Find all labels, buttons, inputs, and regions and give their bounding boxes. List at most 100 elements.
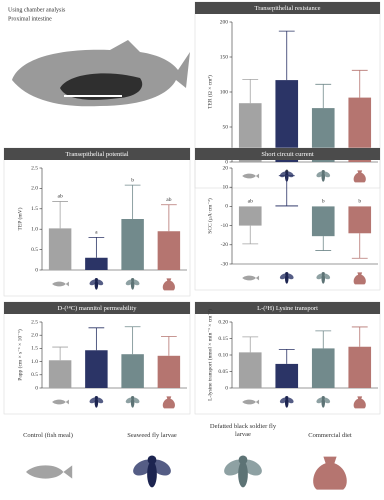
fly-body: [284, 398, 289, 408]
fish-body: [12, 40, 190, 107]
fly-head: [94, 278, 98, 282]
diet-icon: [242, 173, 260, 179]
bar: [121, 219, 144, 270]
diet-icon: [162, 396, 175, 409]
significance-letter: ab: [248, 199, 253, 205]
significance-letter: a: [95, 230, 98, 236]
y-tick-label: 0: [35, 385, 38, 391]
error-bar: [278, 175, 295, 206]
diet-icon: [89, 278, 104, 290]
y-tick-label: -20: [221, 242, 229, 248]
panel-title-bar: [195, 148, 380, 160]
y-tick-label: 10: [223, 184, 229, 190]
legend-label: Control (fish meal): [23, 432, 73, 439]
bar: [48, 228, 72, 270]
bar: [311, 348, 335, 388]
fly-head: [321, 396, 325, 400]
bar: [121, 354, 144, 388]
fish-gut: [60, 73, 143, 100]
error-bar: [242, 336, 259, 353]
bar: [157, 231, 181, 270]
fly-body: [147, 461, 157, 488]
bar: [85, 350, 108, 388]
error-bar: [315, 330, 332, 349]
diet-icon: [316, 170, 331, 182]
fly-head: [94, 396, 98, 400]
fly-body: [321, 274, 326, 284]
y-axis-label: TEP (mV): [16, 207, 23, 230]
diet-icon: [162, 278, 175, 291]
panel-title-bar: [195, 2, 380, 14]
y-tick-label: 1.0: [31, 226, 38, 232]
error-bar: [351, 326, 368, 347]
panel-title-bar: [4, 148, 190, 160]
y-tick-label: 20: [223, 165, 229, 171]
panel-title: Transepithelial potential: [65, 151, 128, 158]
fly-body: [94, 280, 99, 290]
error-bar: [88, 236, 105, 258]
error-bar: [351, 233, 368, 259]
diet-icon: [316, 272, 331, 284]
sack-icon: [353, 170, 366, 183]
error-bar: [351, 69, 368, 98]
y-tick-label: 1.5: [31, 206, 38, 212]
fish-icon: [52, 281, 69, 287]
diet-icon: [242, 275, 260, 281]
bar: [348, 346, 372, 388]
y-tick-label: 50: [223, 124, 229, 130]
bar: [348, 206, 372, 234]
significance-letter: b: [322, 199, 325, 205]
fly-body: [321, 398, 326, 408]
fish-icon: [242, 173, 260, 179]
error-bar: [161, 336, 177, 356]
diet-icon: [52, 281, 69, 287]
diet-icon: [26, 465, 73, 479]
bar: [157, 355, 181, 388]
fly-body: [238, 461, 248, 488]
y-tick-label: 0: [225, 159, 228, 165]
significance-letter: b: [358, 199, 361, 205]
y-tick-label: 2.0: [31, 332, 38, 338]
bar: [275, 80, 299, 162]
diet-icon: [125, 278, 140, 290]
y-tick-label: 200: [220, 19, 229, 25]
fly-head: [285, 170, 289, 174]
error-bar: [161, 204, 177, 232]
diet-icon: [279, 272, 294, 284]
error-bar: [124, 184, 141, 219]
error-bar: [52, 346, 68, 361]
fly-head: [285, 396, 289, 400]
sack-icon: [353, 272, 366, 285]
y-tick-label: 0: [35, 267, 38, 273]
bar: [48, 360, 72, 388]
y-tick-label: 2.5: [31, 319, 38, 325]
legend-label: Commercial diet: [308, 432, 352, 439]
y-tick-label: 150: [220, 54, 229, 60]
diet-icon: [224, 455, 262, 488]
fly-head: [147, 455, 157, 465]
fly-body: [94, 398, 99, 408]
diet-icon: [125, 396, 140, 408]
sack-icon: [353, 396, 366, 409]
panel-title: D-(¹⁴C) mannitol permeability: [58, 305, 138, 312]
fly-head: [131, 278, 135, 282]
bar: [238, 352, 262, 388]
significance-letter: ab: [58, 194, 63, 200]
sack-icon: [162, 278, 175, 291]
y-tick-label: 1.0: [31, 359, 38, 365]
fly-head: [321, 272, 325, 276]
diet-icon: [52, 399, 69, 405]
panel-title: Short circuit current: [261, 151, 314, 158]
y-axis-label: SCC (μA·cm⁻²): [206, 198, 213, 234]
fish-icon: [52, 399, 69, 405]
y-tick-label: 0.15: [218, 336, 228, 342]
fly-head: [285, 272, 289, 276]
fish-icon: [242, 399, 260, 405]
y-tick-label: 0: [225, 385, 228, 391]
bar: [85, 257, 108, 270]
error-bar: [242, 225, 259, 245]
error-bar: [124, 326, 141, 355]
bar: [238, 103, 262, 162]
diet-icon: [353, 170, 366, 183]
